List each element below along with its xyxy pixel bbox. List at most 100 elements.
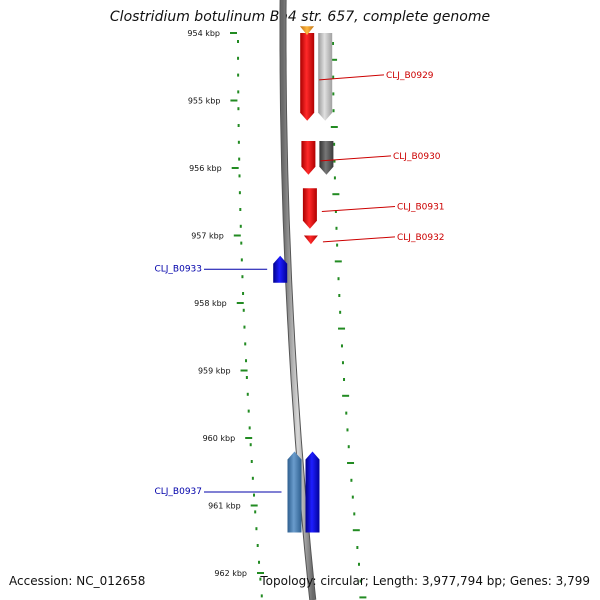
outer-guide-dot (343, 378, 346, 381)
ruler-tick (230, 32, 237, 34)
ruler-tick (236, 302, 244, 304)
inner-guide-dot (251, 476, 254, 480)
outer-guide-dot (351, 495, 354, 499)
outer-guide-dot (353, 512, 356, 516)
inner-guide-dot (256, 544, 259, 547)
outer-guide-dot (352, 529, 360, 532)
feature-label[interactable]: CLJ_B0930 (393, 152, 441, 162)
inner-guide-dot (241, 275, 244, 279)
inner-guide-dot (258, 560, 261, 564)
inner-guide-dot (240, 241, 243, 245)
ruler-tick (245, 437, 253, 439)
ruler-tick (231, 167, 239, 169)
outer-guide-dot (335, 226, 338, 230)
inner-guide-dot (242, 308, 245, 312)
leader-line (322, 236, 396, 243)
feature-layer[interactable] (273, 26, 334, 533)
inner-guide-dot (254, 510, 257, 514)
ruler-tick (240, 369, 248, 372)
genome-summary-text: Topology: circular; Length: 3,977,794 bp… (260, 574, 590, 588)
outer-guide-dot (334, 210, 337, 213)
outer-guide-dot (332, 109, 335, 113)
feature-clj-b0932[interactable] (303, 235, 318, 245)
inner-guide-dot (239, 224, 242, 228)
inner-guide-dot (237, 40, 240, 43)
outer-guide-dot (337, 277, 340, 281)
ruler-tick (230, 99, 238, 102)
feature-clj-b0933[interactable] (273, 255, 288, 283)
feature-clj-b0931[interactable] (302, 188, 317, 229)
label-layer[interactable]: CLJ_B0929 CLJ_B0930 CLJ_B0931 CLJ_B0932 CLJ_… (154, 71, 444, 497)
outer-guide-dot (332, 193, 340, 196)
feature-block-1[interactable] (318, 33, 333, 121)
feature-label[interactable]: CLJ_B0937 (154, 487, 202, 497)
leader-line (320, 155, 392, 162)
leader-line (319, 74, 385, 81)
inner-ruler-dots (237, 40, 263, 598)
outer-guide-dot (347, 462, 355, 464)
genome-backbone (280, 0, 316, 600)
feature-block-4[interactable] (319, 141, 334, 175)
feature-label[interactable]: CLJ_B0931 (397, 203, 445, 213)
feature-clj-b0937[interactable] (287, 451, 302, 533)
outer-ruler-dots (330, 42, 367, 599)
inner-guide-dot (247, 409, 250, 413)
feature-label[interactable]: CLJ_B0933 (154, 264, 202, 274)
outer-guide-dot (332, 92, 335, 96)
outer-guide-dot (332, 42, 335, 45)
feature-clj-b0929[interactable] (300, 33, 315, 121)
outer-guide-dot (332, 75, 335, 79)
inner-guide-dot (237, 90, 240, 94)
feature-block-2[interactable] (300, 26, 314, 35)
inner-guide-dot (245, 359, 248, 363)
inner-guide-dot (237, 56, 240, 60)
inner-guide-dot (260, 594, 263, 598)
outer-guide-dot (345, 411, 348, 415)
position-ruler: 954 kbp 955 kbp 956 kbp 957 kbp 958 kbp 959 k… (187, 29, 264, 578)
outer-guide-dot (338, 294, 341, 297)
inner-guide-dot (237, 73, 240, 77)
inner-guide-dot (246, 392, 249, 396)
outer-guide-dot (330, 126, 338, 128)
outer-guide-dot (357, 562, 360, 566)
feature-label[interactable]: CLJ_B0929 (386, 71, 434, 81)
outer-guide-dot (333, 159, 336, 163)
outer-guide-dot (336, 243, 339, 247)
inner-guide-dot (259, 577, 262, 581)
inner-guide-dot (240, 258, 243, 262)
ruler-label: 954 kbp (187, 29, 220, 38)
inner-guide-dot (238, 191, 241, 195)
outer-guide-dot (359, 579, 362, 583)
outer-guide-dot (333, 142, 336, 146)
outer-guide-dot (334, 260, 342, 263)
inner-guide-dot (255, 527, 258, 531)
feature-label[interactable]: CLJ_B0932 (397, 233, 445, 243)
inner-guide-dot (248, 426, 251, 430)
accession-text: Accession: NC_012658 (9, 574, 146, 588)
ruler-label: 957 kbp (191, 232, 224, 241)
inner-guide-dot (250, 460, 253, 463)
outer-guide-dot (333, 176, 336, 180)
inner-guide-dot (243, 325, 246, 329)
feature-block-9[interactable] (305, 451, 320, 533)
inner-guide-dot (237, 107, 240, 111)
ruler-label: 961 kbp (208, 502, 241, 511)
genome-backbone-layer (279, 0, 317, 600)
ruler-label: 960 kbp (203, 434, 236, 443)
outer-guide-dot (330, 58, 338, 61)
inner-guide-dot (239, 208, 242, 211)
inner-guide-dot (245, 376, 248, 379)
leader-line (321, 206, 396, 212)
ruler-label: 962 kbp (214, 569, 247, 578)
inner-guide-dot (244, 342, 247, 346)
outer-guide-dot (339, 310, 342, 314)
ruler-tick (257, 572, 264, 574)
outer-guide-dot (359, 596, 367, 599)
outer-guide-dot (340, 344, 343, 348)
feature-clj-b0930[interactable] (301, 141, 316, 175)
inner-guide-dot (237, 124, 240, 127)
ruler-label: 956 kbp (189, 164, 222, 173)
ruler-label: 958 kbp (194, 299, 227, 308)
ruler-label: 959 kbp (198, 367, 231, 376)
